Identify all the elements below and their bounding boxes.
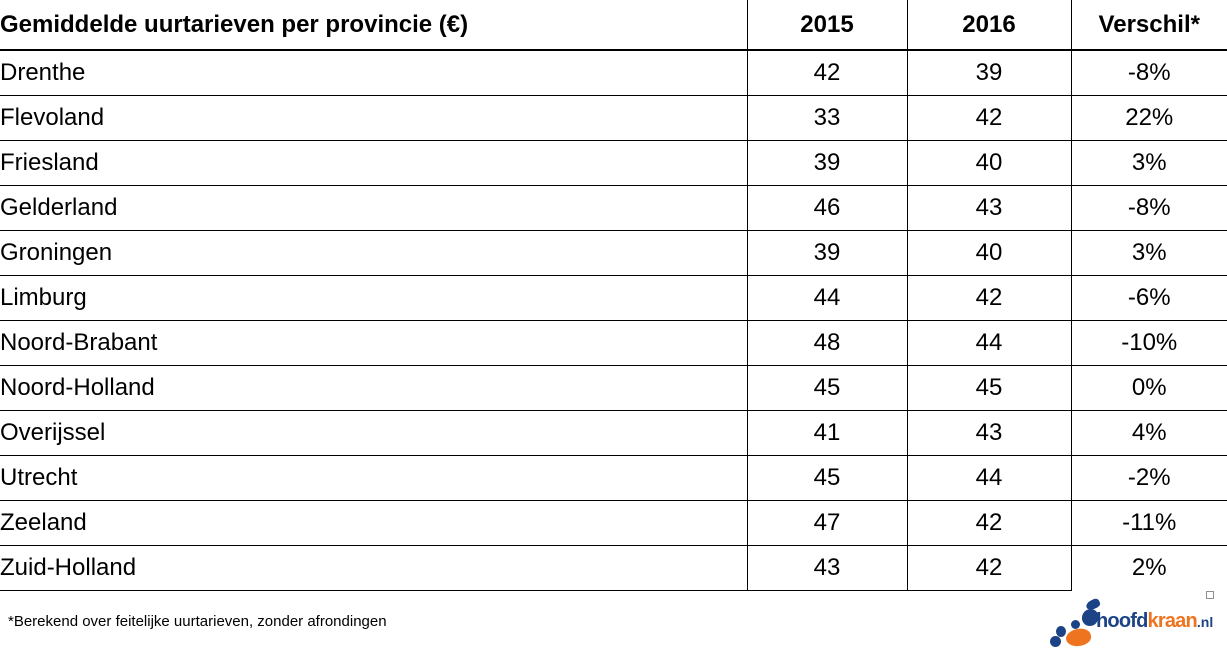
verschil-cell: 3% [1070,140,1227,186]
verschil-cell: 22% [1070,95,1227,141]
footnote-text: *Berekend over feitelijke uurtarieven, z… [8,613,387,630]
rate-2015-cell: 47 [746,500,907,546]
resize-handle[interactable] [1206,591,1214,599]
rate-2016-cell: 42 [906,275,1071,321]
verschil-cell: -2% [1070,455,1227,501]
column-header-2016: 2016 [906,0,1071,51]
table-row: Noord-Brabant 48 44 -10% [0,320,1227,366]
province-cell: Gelderland [0,185,747,231]
rate-2015-cell: 33 [746,95,907,141]
verschil-cell: 3% [1070,230,1227,276]
verschil-cell: 4% [1070,410,1227,456]
rate-2015-cell: 45 [746,455,907,501]
rate-2016-cell: 43 [906,410,1071,456]
hoofdkraan-logo: hoofdkraan.nl [1046,597,1218,651]
table-row: Friesland 39 40 3% [0,140,1227,186]
average-hourly-rates-table: Gemiddelde uurtarieven per provincie (€)… [0,0,1227,591]
table-row: Zeeland 47 42 -11% [0,500,1227,546]
verschil-cell: 0% [1070,365,1227,411]
rate-2016-cell: 45 [906,365,1071,411]
logo-text-kraan: kraan [1147,610,1198,632]
rate-2016-cell: 42 [906,545,1071,591]
header-row: Gemiddelde uurtarieven per provincie (€)… [0,0,1227,51]
verschil-cell: -11% [1070,500,1227,546]
table-row: Gelderland 46 43 -8% [0,185,1227,231]
rate-2015-cell: 43 [746,545,907,591]
verschil-cell: -8% [1070,185,1227,231]
province-cell: Zuid-Holland [0,545,747,591]
verschil-cell: 2% [1070,545,1227,590]
table-row: Noord-Holland 45 45 0% [0,365,1227,411]
rate-2016-cell: 44 [906,320,1071,366]
province-cell: Friesland [0,140,747,186]
table-title: Gemiddelde uurtarieven per provincie (€) [0,0,747,51]
table-row: Drenthe 42 39 -8% [0,50,1227,96]
logo-text-nl: .nl [1196,614,1214,630]
column-header-verschil: Verschil* [1070,0,1227,51]
hoofdkraan-logo-icon [1046,597,1102,651]
rate-2015-cell: 44 [746,275,907,321]
province-cell: Overijssel [0,410,747,456]
table-row: Groningen 39 40 3% [0,230,1227,276]
verschil-cell: -10% [1070,320,1227,366]
table-row: Utrecht 45 44 -2% [0,455,1227,501]
rate-2016-cell: 39 [906,50,1071,96]
province-cell: Drenthe [0,50,747,96]
province-cell: Flevoland [0,95,747,141]
rate-2016-cell: 40 [906,230,1071,276]
table-row: Limburg 44 42 -6% [0,275,1227,321]
rate-2015-cell: 46 [746,185,907,231]
table-row: Zuid-Holland 43 42 2% [0,545,1227,591]
province-cell: Noord-Holland [0,365,747,411]
verschil-cell: -6% [1070,275,1227,321]
rate-2015-cell: 45 [746,365,907,411]
table-row: Flevoland 33 42 22% [0,95,1227,141]
rate-2015-cell: 39 [746,230,907,276]
province-cell: Noord-Brabant [0,320,747,366]
logo-text-hoofd: hoofd [1096,610,1148,632]
rate-2016-cell: 42 [906,95,1071,141]
rate-2016-cell: 44 [906,455,1071,501]
column-header-2015: 2015 [746,0,907,51]
province-cell: Groningen [0,230,747,276]
province-cell: Limburg [0,275,747,321]
rate-2016-cell: 43 [906,185,1071,231]
province-cell: Zeeland [0,500,747,546]
province-cell: Utrecht [0,455,747,501]
rate-2015-cell: 41 [746,410,907,456]
rate-2015-cell: 48 [746,320,907,366]
rate-2015-cell: 42 [746,50,907,96]
hoofdkraan-wordmark: hoofdkraan.nl [1096,609,1213,634]
rate-2016-cell: 42 [906,500,1071,546]
table-row: Overijssel 41 43 4% [0,410,1227,456]
verschil-cell: -8% [1070,50,1227,96]
rate-2016-cell: 40 [906,140,1071,186]
rate-2015-cell: 39 [746,140,907,186]
